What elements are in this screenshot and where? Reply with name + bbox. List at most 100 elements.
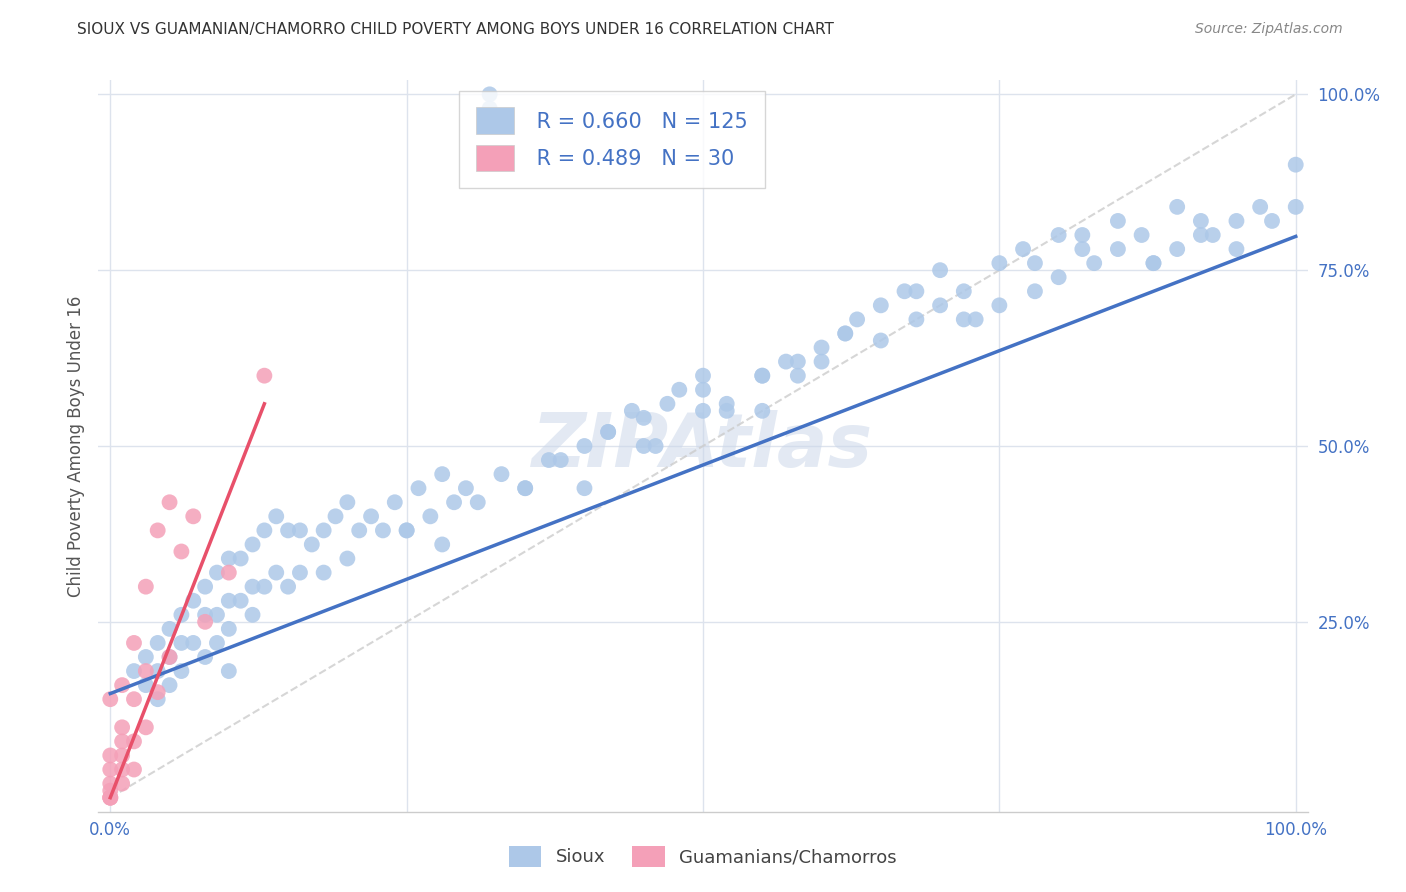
Point: [834, 326, 856, 341]
Point: [478, 102, 501, 116]
Point: [1285, 158, 1308, 172]
Y-axis label: Child Poverty Among Boys Under 16: Child Poverty Among Boys Under 16: [66, 295, 84, 597]
Point: [146, 685, 169, 699]
Point: [135, 678, 157, 692]
Point: [159, 622, 181, 636]
Point: [111, 720, 134, 734]
Point: [633, 439, 655, 453]
Point: [360, 509, 382, 524]
Point: [988, 256, 1011, 270]
Point: [205, 566, 228, 580]
Text: Source: ZipAtlas.com: Source: ZipAtlas.com: [1195, 22, 1343, 37]
Point: [181, 509, 204, 524]
Point: [574, 439, 596, 453]
Point: [1047, 227, 1070, 242]
Point: [181, 636, 204, 650]
Point: [419, 509, 441, 524]
Point: [264, 566, 287, 580]
Point: [264, 509, 287, 524]
Point: [1166, 200, 1188, 214]
Point: [692, 404, 714, 418]
Point: [1225, 214, 1247, 228]
Point: [122, 734, 145, 748]
Point: [98, 790, 121, 805]
Text: SIOUX VS GUAMANIAN/CHAMORRO CHILD POVERTY AMONG BOYS UNDER 16 CORRELATION CHART: SIOUX VS GUAMANIAN/CHAMORRO CHILD POVERT…: [77, 22, 834, 37]
Point: [537, 453, 560, 467]
Point: [467, 495, 489, 509]
Point: [1130, 227, 1153, 242]
Point: [146, 664, 169, 678]
Point: [395, 524, 418, 538]
Point: [170, 607, 193, 622]
Point: [205, 607, 228, 622]
Point: [242, 607, 264, 622]
Point: [218, 593, 240, 607]
Point: [952, 285, 974, 299]
Point: [620, 404, 643, 418]
Point: [869, 298, 891, 312]
Point: [716, 404, 738, 418]
Point: [312, 566, 335, 580]
Point: [491, 467, 513, 482]
Point: [786, 368, 808, 383]
Point: [111, 748, 134, 763]
Point: [786, 354, 808, 368]
Point: [98, 790, 121, 805]
Point: [242, 580, 264, 594]
Point: [432, 467, 454, 482]
Point: [1249, 200, 1271, 214]
Point: [574, 481, 596, 495]
Point: [253, 368, 276, 383]
Point: [1071, 242, 1094, 256]
Point: [1047, 270, 1070, 285]
Point: [371, 524, 394, 538]
Point: [988, 298, 1011, 312]
Point: [218, 551, 240, 566]
Point: [111, 776, 134, 790]
Point: [810, 354, 832, 368]
Point: [98, 692, 121, 706]
Point: [1024, 285, 1046, 299]
Point: [633, 410, 655, 425]
Point: [751, 404, 773, 418]
Point: [98, 776, 121, 790]
Point: [395, 524, 418, 538]
Point: [810, 341, 832, 355]
Point: [408, 481, 430, 495]
Point: [893, 285, 915, 299]
Point: [159, 678, 181, 692]
Point: [515, 481, 537, 495]
Point: [312, 524, 335, 538]
Point: [229, 551, 252, 566]
Point: [1261, 214, 1284, 228]
Point: [288, 524, 311, 538]
Point: [325, 509, 347, 524]
Point: [336, 551, 359, 566]
Point: [159, 495, 181, 509]
Point: [98, 748, 121, 763]
Point: [751, 368, 773, 383]
Point: [194, 607, 217, 622]
Point: [454, 481, 477, 495]
Point: [1225, 242, 1247, 256]
Point: [288, 566, 311, 580]
Point: [1012, 242, 1035, 256]
Point: [1107, 214, 1129, 228]
Point: [229, 593, 252, 607]
Point: [443, 495, 465, 509]
Point: [846, 312, 869, 326]
Point: [218, 622, 240, 636]
Point: [218, 664, 240, 678]
Point: [478, 87, 501, 102]
Point: [1107, 242, 1129, 256]
Point: [135, 664, 157, 678]
Point: [218, 566, 240, 580]
Point: [159, 650, 181, 665]
Point: [668, 383, 690, 397]
Point: [1142, 256, 1164, 270]
Point: [135, 580, 157, 594]
Point: [122, 636, 145, 650]
Point: [952, 312, 974, 326]
Point: [692, 368, 714, 383]
Point: [205, 636, 228, 650]
